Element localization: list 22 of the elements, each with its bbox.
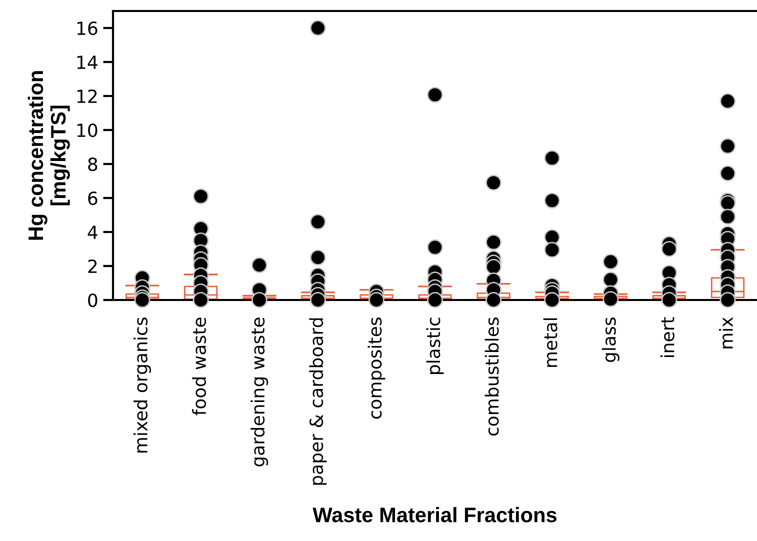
y-tick-label: 8 — [88, 157, 98, 172]
x-tick-label: plastic — [426, 318, 444, 374]
y-tick-label: 10 — [77, 123, 98, 138]
y-tick-label: 16 — [77, 21, 98, 36]
x-tick-label: food waste — [192, 318, 206, 416]
y-tick-label: 12 — [77, 89, 97, 103]
x-tick-label: inert — [660, 317, 674, 358]
x-tick-label: paper & cardboard — [309, 318, 327, 485]
x-tick-label: composites — [368, 318, 386, 419]
y-tick-label: 4 — [88, 226, 98, 239]
y-tick-label: 2 — [88, 259, 97, 273]
x-tick-label: glass — [602, 318, 620, 362]
x-tick-label: mix — [718, 317, 733, 348]
x-tick-label: gardening waste — [250, 318, 268, 466]
x-tick-label: combustibles — [484, 318, 499, 436]
x-tick-label: mixed organics — [134, 318, 152, 453]
y-tick-label: 14 — [77, 56, 98, 69]
x-axis-title: Waste Material Fractions — [312, 507, 556, 522]
y-tick-label: 0 — [88, 293, 98, 308]
y-axis-title: Hg concentration [mg/kgTS] — [28, 71, 70, 240]
x-tick-label: metal — [543, 318, 558, 367]
y-tick-label: 6 — [88, 191, 98, 206]
